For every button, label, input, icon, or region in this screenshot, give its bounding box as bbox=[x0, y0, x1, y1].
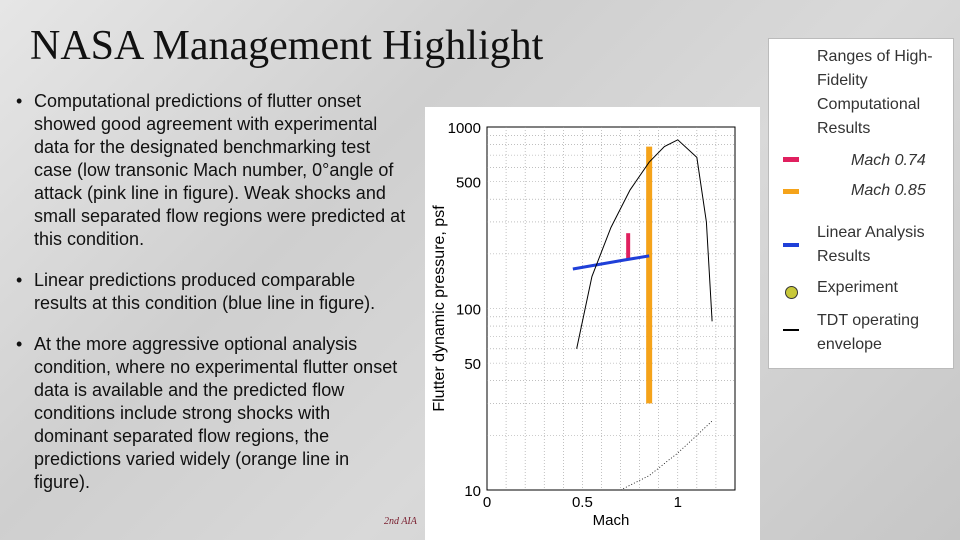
bullet-item: • At the more aggressive optional analys… bbox=[16, 333, 406, 494]
y-tick-label: 1000 bbox=[448, 120, 481, 137]
y-tick-label: 50 bbox=[464, 356, 481, 373]
bullet-item: • Computational predictions of flutter o… bbox=[16, 90, 406, 251]
orange-bar-icon bbox=[783, 189, 799, 194]
footer-fragment: 2nd AIA bbox=[384, 516, 417, 527]
series-line bbox=[620, 420, 713, 491]
y-tick-label: 500 bbox=[456, 175, 481, 192]
legend-label: Mach 0.74 bbox=[851, 152, 926, 169]
x-tick-label: 1 bbox=[674, 494, 682, 511]
x-tick-label: 0 bbox=[483, 494, 491, 511]
flutter-chart: 10 50 100 500 1000 0 0.5 1 Mach Flutter dynamic p… bbox=[431, 120, 736, 529]
x-tick-label: 0.5 bbox=[572, 494, 593, 511]
legend-label: TDT operating envelope bbox=[817, 312, 919, 353]
x-axis-label: Mach bbox=[593, 512, 630, 529]
bullet-list: • Computational predictions of flutter o… bbox=[16, 90, 406, 512]
legend-label: Experiment bbox=[817, 279, 898, 296]
chart-panel: 10 50 100 500 1000 0 0.5 1 Mach Flutter dynamic p… bbox=[425, 107, 760, 540]
y-axis-label: Flutter dynamic pressure, psf bbox=[431, 205, 448, 412]
y-tick-label: 10 bbox=[464, 483, 481, 500]
bullet-text: At the more aggressive optional analysis… bbox=[34, 334, 398, 492]
bullet-text: Computational predictions of flutter ons… bbox=[34, 91, 406, 249]
black-bar-icon bbox=[783, 329, 799, 331]
pink-bar-icon bbox=[783, 157, 799, 162]
series-line bbox=[576, 139, 713, 349]
bullet-dot: • bbox=[16, 270, 23, 290]
y-tick-label: 100 bbox=[456, 302, 481, 319]
blue-bar-icon bbox=[783, 243, 799, 247]
experiment-circle-icon bbox=[785, 286, 798, 299]
bullet-item: • Linear predictions produced comparable… bbox=[16, 269, 406, 315]
legend: Ranges of High-Fidelity Computational Re… bbox=[768, 38, 954, 369]
series-line bbox=[572, 254, 650, 271]
legend-label: Linear Analysis Results bbox=[817, 224, 925, 265]
bullet-text: Linear predictions produced comparable r… bbox=[34, 270, 376, 313]
bullet-dot: • bbox=[16, 334, 23, 354]
slide-title: NASA Management Highlight bbox=[30, 23, 544, 69]
bullet-dot: • bbox=[16, 91, 23, 111]
legend-heading: Ranges of High-Fidelity Computational Re… bbox=[817, 48, 933, 137]
legend-label: Mach 0.85 bbox=[851, 182, 926, 199]
